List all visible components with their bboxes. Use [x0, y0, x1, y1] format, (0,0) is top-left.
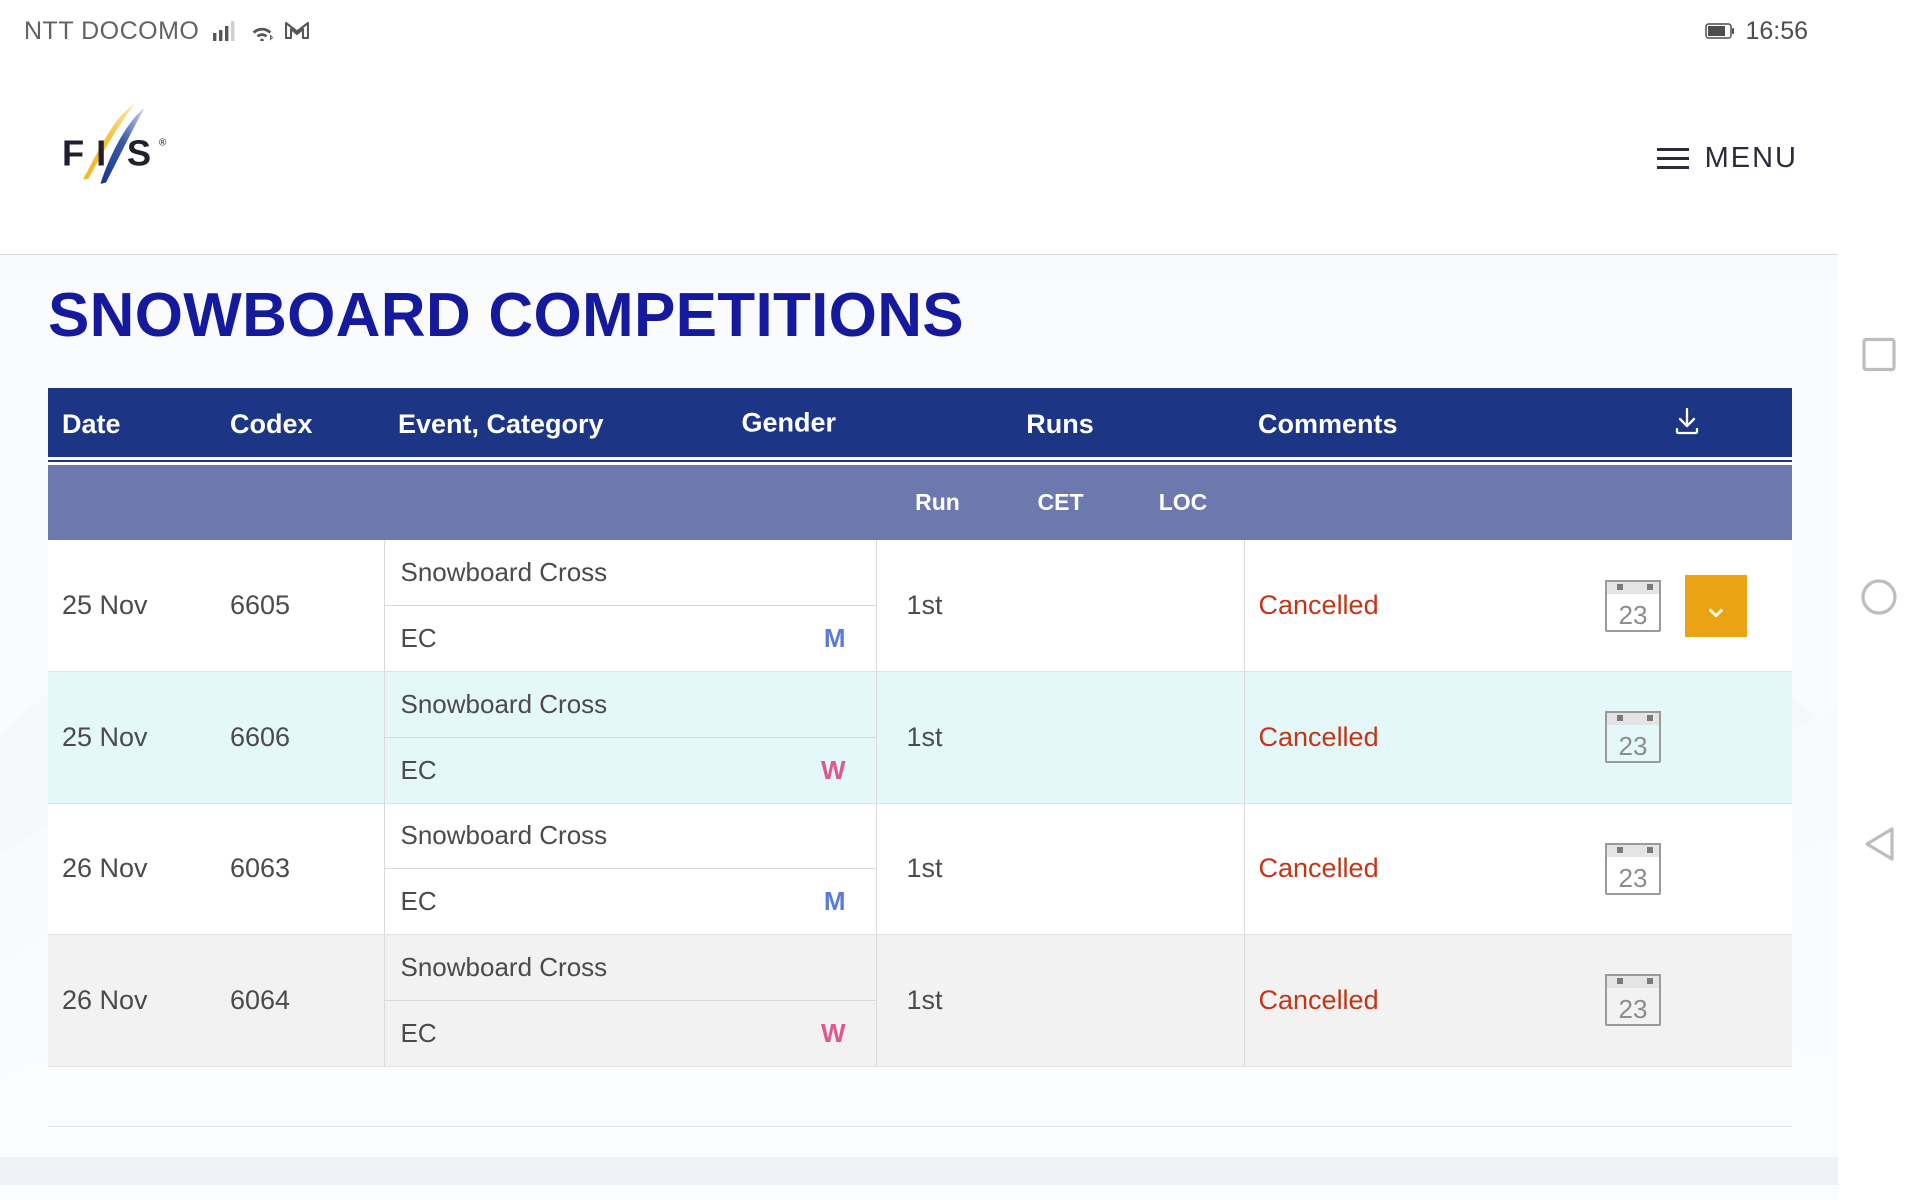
svg-text:I: I: [96, 132, 106, 173]
svg-text:F: F: [62, 132, 84, 173]
svg-text:S: S: [127, 132, 151, 173]
svg-text:®: ®: [159, 138, 167, 149]
